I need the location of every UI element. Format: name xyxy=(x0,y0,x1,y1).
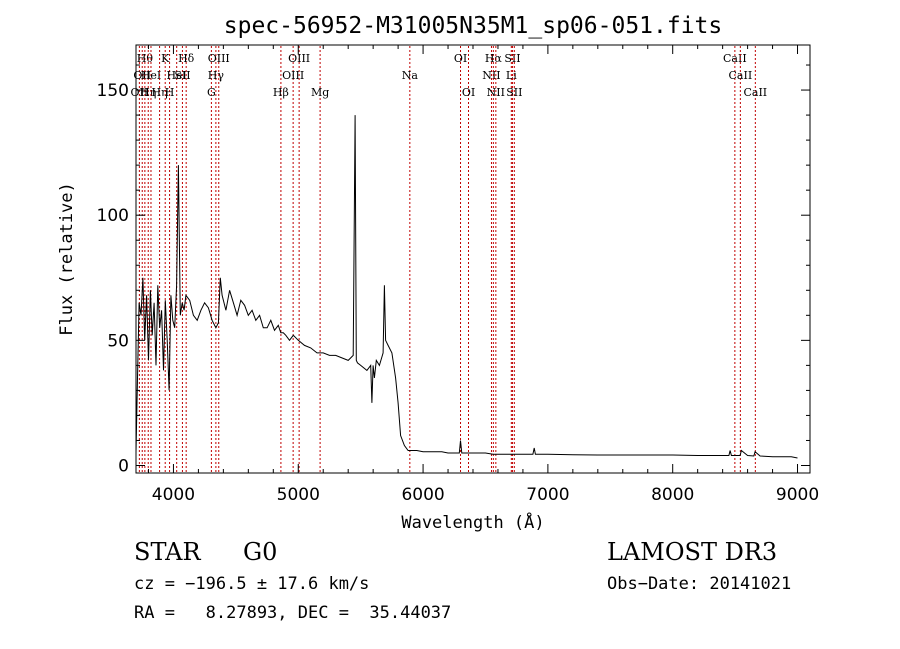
spectrum-line xyxy=(135,115,798,459)
object-class: STAR xyxy=(134,538,201,566)
line-label-4: HeI xyxy=(141,69,161,82)
object-subclass: G0 xyxy=(243,538,278,566)
line-label-6: K xyxy=(161,52,170,65)
line-label-12: Hγ xyxy=(208,69,225,82)
line-label-15: OIII xyxy=(282,69,304,82)
line-label-25: SII xyxy=(504,52,520,65)
line-label-26: SII xyxy=(506,86,522,99)
coordinates: RA = 8.27893, DEC = 35.44037 xyxy=(134,603,452,623)
x-tick-label: 9000 xyxy=(776,485,819,505)
x-tick-label: 4000 xyxy=(152,485,195,505)
line-label-23: NII xyxy=(487,86,505,99)
y-tick-label: 0 xyxy=(118,456,129,476)
line-label-27: CaII xyxy=(723,52,747,65)
plot-frame xyxy=(135,44,811,474)
line-label-8: HeI xyxy=(166,69,186,82)
x-axis-label: Wavelength (Å) xyxy=(401,511,544,533)
line-label-16: OIII xyxy=(288,52,310,65)
line-label-18: Na xyxy=(402,69,419,82)
y-tick-label: 50 xyxy=(107,331,129,351)
line-label-20: OI xyxy=(462,86,475,99)
line-label-7: H xyxy=(165,86,175,99)
line-label-14: Hβ xyxy=(273,86,289,99)
y-axis: 0 50 100 150 xyxy=(97,64,810,476)
x-tick-label: 8000 xyxy=(651,485,694,505)
line-label-2: Hθ xyxy=(137,52,154,65)
line-label-21: NII xyxy=(482,69,500,82)
line-label-13: OIII xyxy=(208,52,230,65)
line-label-11: G xyxy=(207,86,216,99)
line-label-17: Mg xyxy=(311,86,329,99)
line-label-3: Hη xyxy=(140,86,156,99)
line-label-22: Hα xyxy=(485,52,503,65)
redshift-velocity: cz = −196.5 ± 17.6 km/s xyxy=(134,574,370,594)
y-axis-label: Flux (relative) xyxy=(57,182,77,336)
x-axis: 4000 5000 6000 7000 8000 9000 xyxy=(147,45,819,505)
observation-date: Obs−Date: 20141021 xyxy=(607,574,792,594)
y-tick-label: 100 xyxy=(97,206,129,226)
line-label-5: Hη xyxy=(151,86,167,99)
line-label-24: Li xyxy=(506,69,517,82)
line-label-1: OII xyxy=(133,69,151,82)
x-tick-label: 5000 xyxy=(277,485,320,505)
line-label-0: OII xyxy=(131,86,149,99)
emission-lines: OIIOIIHθHηHeIHηKHHeISIIHδGHγOIIIHβOIIIOI… xyxy=(131,46,767,472)
line-label-19: OI xyxy=(454,52,467,65)
line-label-29: CaII xyxy=(743,86,767,99)
y-tick-label: 150 xyxy=(97,81,129,101)
line-label-10: Hδ xyxy=(178,52,195,65)
line-label-9: SII xyxy=(174,69,190,82)
x-tick-label: 7000 xyxy=(526,485,569,505)
line-label-28: CaII xyxy=(729,69,753,82)
x-tick-label: 6000 xyxy=(401,485,444,505)
chart-title: spec-56952-M31005N35M1_sp06-051.fits xyxy=(224,13,723,39)
survey-label: LAMOST DR3 xyxy=(607,538,778,566)
